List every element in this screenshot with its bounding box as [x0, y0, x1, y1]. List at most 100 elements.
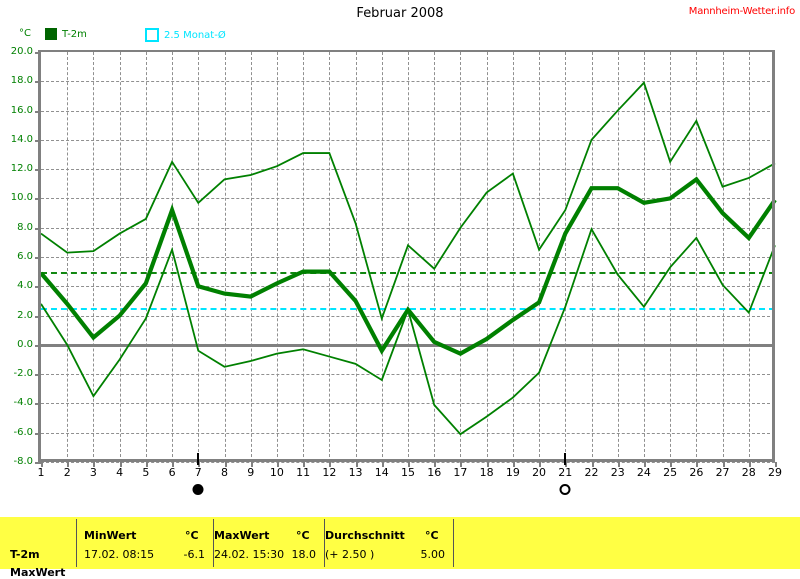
x-axis-tick-mark [250, 462, 253, 467]
x-axis-tick-mark [434, 462, 437, 467]
y-axis-tick-label: 2.0 [17, 309, 33, 321]
legend-label-monthly-average: 2.5 Monat-Ø [164, 29, 226, 41]
legend-swatch-open-square-icon [145, 28, 159, 42]
stats-column-unit: °C [185, 529, 199, 542]
y-axis-tick-mark [35, 139, 41, 142]
x-axis-tick-label: 1 [37, 466, 45, 479]
x-axis-tick-mark [119, 462, 122, 467]
x-axis-tick-label: 5 [142, 466, 150, 479]
stats-value-date: 24.02. 15:30 [214, 548, 285, 561]
stats-row-label: T-2m [10, 548, 40, 561]
legend-item-monthly-average: 2.5 Monat-Ø [145, 28, 226, 42]
series-line-maximum [40, 81, 776, 322]
stats-column-header: Durchschnitt [325, 529, 405, 542]
gridline-vertical [617, 52, 619, 462]
zero-line [41, 343, 775, 347]
y-axis-tick-mark [35, 169, 41, 172]
y-axis-tick-mark [35, 374, 41, 377]
stats-column-unit: °C [425, 529, 439, 542]
x-axis-tick-mark [172, 462, 175, 467]
gridline-vertical [696, 52, 698, 462]
gridline-vertical [434, 52, 436, 462]
gridline-vertical [591, 52, 593, 462]
x-axis-tick-mark [41, 462, 43, 467]
gridline-vertical [748, 52, 750, 462]
stats-value: -6.1 [183, 548, 205, 561]
gridline-vertical [67, 52, 69, 462]
gridline-vertical [198, 52, 200, 462]
y-axis-tick-label: 12.0 [10, 163, 33, 175]
x-axis-tick-mark [696, 462, 699, 467]
y-axis-tick-mark [35, 403, 41, 406]
gridline-vertical [119, 52, 121, 462]
x-axis-tick-mark [224, 462, 227, 467]
x-axis-tick-label: 11 [296, 466, 311, 479]
y-axis-tick-label: -8.0 [13, 456, 33, 467]
y-axis-tick-label: 6.0 [17, 251, 33, 262]
x-axis-tick-label: 3 [89, 466, 97, 479]
y-axis-tick-label: 20.0 [10, 46, 33, 57]
x-axis-tick-label: 21 [558, 466, 573, 479]
y-axis-tick-mark [35, 432, 41, 435]
stats-column-header: MinWert [84, 529, 137, 542]
reference-line-monthly-average-t2m [41, 271, 775, 274]
y-axis-tick-label: -2.0 [13, 368, 33, 380]
y-axis-tick-label: 0.0 [17, 338, 33, 350]
y-axis-tick-label: 16.0 [10, 104, 33, 116]
y-axis-tick-label: -6.0 [13, 426, 33, 438]
x-axis-tick-label: 16 [427, 466, 442, 479]
plot-area: 20.0 18.0 16.0 14.0 12.0 10.0 8.0 6.0 4.0 2.0 0.0 -… [11, 46, 782, 495]
x-axis-tick-label: 13 [348, 466, 363, 479]
y-axis-tick-mark [35, 462, 41, 464]
stats-divider [76, 519, 77, 567]
gridline-vertical [722, 52, 724, 462]
gridline-vertical [486, 52, 488, 462]
stats-column-unit: °C [296, 529, 310, 542]
gridline-vertical [408, 52, 409, 462]
series-lines [39, 81, 777, 436]
x-axis-tick-label: 25 [663, 466, 678, 479]
x-axis-tick-label: 4 [116, 466, 124, 479]
gridline-vertical [670, 52, 672, 462]
x-axis-tick-label: 28 [741, 466, 756, 479]
x-axis-tick-mark [329, 462, 332, 467]
x-axis-tick-mark [408, 462, 410, 467]
gridline-vertical [145, 52, 147, 462]
y-axis-unit-label: °C [19, 28, 31, 39]
y-axis-tick-label: 4.0 [17, 280, 33, 292]
x-axis-tick-mark [722, 462, 725, 467]
x-axis-tick-label: 15 [401, 466, 415, 479]
gridline-vertical [355, 52, 357, 462]
stats-divider [213, 519, 214, 567]
x-axis-tick-label: 6 [168, 466, 176, 479]
y-axis-tick-label: 8.0 [17, 221, 33, 233]
gridline-vertical [565, 52, 567, 462]
x-axis-tick-mark [617, 462, 620, 467]
stats-value: 18.0 [291, 548, 317, 561]
x-axis-tick-label: 22 [584, 466, 599, 479]
legend-label-t2m: T-2m [62, 28, 87, 40]
x-axis-tick-mark [460, 462, 463, 467]
x-axis-tick-label: 10 [269, 466, 284, 479]
gridline-vertical [172, 52, 174, 462]
gridline-vertical [329, 52, 331, 462]
x-axis-tick-mark [565, 462, 568, 467]
moon-phase-tick [197, 453, 200, 465]
gridline-vertical [224, 52, 226, 462]
gridline-vertical [93, 52, 95, 462]
stats-value-date: (+ 2.50 ) [325, 548, 375, 561]
gridline-vertical [643, 52, 645, 462]
moon-phase-tick [564, 453, 567, 465]
stats-value-date: 17.02. 08:15 [84, 548, 155, 561]
new-moon-icon [192, 484, 204, 495]
y-axis-tick-label: 18.0 [10, 75, 33, 87]
gridline-vertical [539, 52, 541, 462]
gridline-vertical [512, 52, 514, 462]
x-axis-tick-mark [643, 462, 646, 467]
x-axis-tick-label: 27 [715, 466, 730, 479]
y-axis-tick-mark [35, 344, 41, 347]
x-axis-tick-mark [355, 462, 358, 467]
x-axis-tick-label: 7 [194, 466, 202, 479]
y-axis-tick-label: 14.0 [10, 133, 33, 145]
